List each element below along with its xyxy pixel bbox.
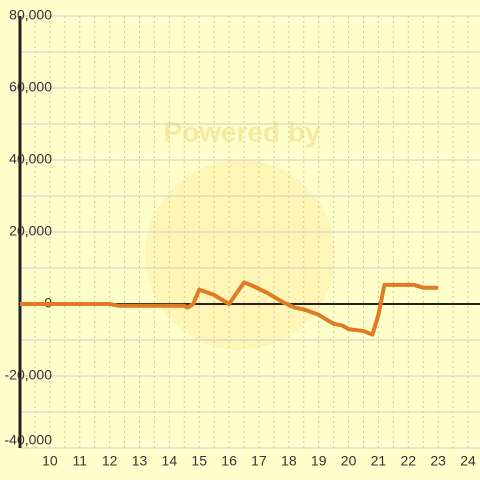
- y-tick-label: 40,000: [9, 151, 52, 167]
- x-tick-label: 13: [132, 453, 148, 469]
- x-tick-label: 22: [401, 453, 417, 469]
- x-tick-label: 15: [191, 453, 207, 469]
- data-line: [20, 280, 439, 337]
- x-tick-label: 23: [430, 453, 446, 469]
- x-tick-label: 14: [162, 453, 178, 469]
- y-tick-label: -40,000: [5, 432, 53, 448]
- x-tick-label: 16: [221, 453, 237, 469]
- x-tick-label: 18: [281, 453, 297, 469]
- y-tick-label: 60,000: [9, 79, 52, 95]
- y-tick-label: -20,000: [5, 367, 53, 383]
- x-tick-label: 17: [251, 453, 267, 469]
- watermark-logo: [145, 160, 335, 350]
- x-tick-label: 20: [341, 453, 357, 469]
- y-tick-label: 20,000: [9, 223, 52, 239]
- y-tick-label: 80,000: [9, 7, 52, 23]
- x-tick-label: 12: [102, 453, 118, 469]
- x-tick-label: 21: [371, 453, 387, 469]
- watermark: Powered by: [163, 116, 321, 147]
- x-tick-label: 10: [42, 453, 58, 469]
- x-tick-label: 24: [460, 453, 476, 469]
- x-tick-label: 19: [311, 453, 327, 469]
- x-tick-label: 11: [72, 453, 87, 469]
